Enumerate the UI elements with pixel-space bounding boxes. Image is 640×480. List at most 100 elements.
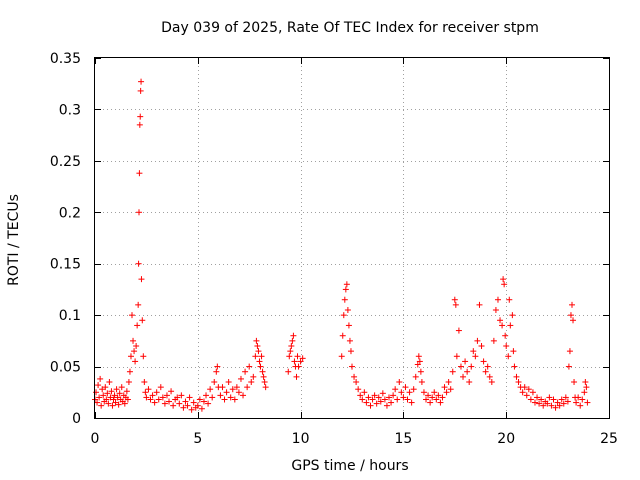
data-point (577, 402, 584, 409)
x-tick-label: 25 (600, 431, 618, 447)
x-tick-label: 20 (497, 431, 515, 447)
data-point (138, 276, 145, 283)
data-point (562, 394, 569, 401)
data-point (340, 312, 347, 319)
data-point (176, 400, 183, 407)
data-point (255, 348, 262, 355)
data-point (135, 301, 142, 308)
data-point (369, 396, 376, 403)
data-point (408, 399, 415, 406)
data-point (344, 307, 351, 313)
data-point (126, 368, 133, 375)
data-point (135, 260, 142, 267)
data-point (233, 384, 240, 391)
data-point (124, 396, 131, 403)
x-tick-label: 15 (394, 431, 412, 447)
data-point (103, 396, 110, 403)
data-point (571, 379, 578, 385)
data-point (121, 400, 128, 407)
data-point (98, 402, 105, 409)
data-point (546, 394, 553, 401)
data-point (568, 301, 575, 308)
data-point (501, 281, 508, 288)
data-point (410, 386, 417, 393)
y-tick-label: 0.2 (59, 205, 81, 221)
data-point (95, 382, 102, 389)
y-tick-label: 0.3 (59, 102, 81, 118)
data-point (525, 386, 532, 393)
data-point (584, 399, 591, 406)
data-point (513, 373, 520, 380)
data-point (540, 402, 547, 409)
data-point (109, 402, 116, 409)
data-point (260, 373, 267, 380)
x-tick-label: 5 (193, 431, 202, 447)
data-point (359, 396, 366, 403)
data-point (445, 379, 452, 385)
data-point (538, 396, 545, 403)
data-point (235, 389, 242, 396)
data-point (558, 396, 565, 403)
data-point (341, 296, 348, 303)
data-point (373, 400, 380, 407)
data-point (96, 394, 103, 401)
data-point (97, 375, 104, 382)
data-point (153, 389, 160, 396)
y-tick-label: 0.15 (50, 257, 81, 273)
data-point (462, 358, 469, 365)
data-point (554, 399, 561, 406)
data-point (250, 373, 257, 380)
data-point (343, 281, 350, 288)
data-point (406, 389, 413, 396)
data-point (139, 317, 146, 324)
data-point (379, 390, 386, 397)
data-point (113, 386, 120, 393)
data-point (365, 394, 372, 401)
data-point (194, 402, 201, 409)
y-tick-label: 0 (72, 411, 81, 427)
data-point (494, 296, 501, 303)
data-point (342, 286, 349, 293)
data-point (131, 348, 138, 355)
data-point (285, 368, 292, 375)
data-point (548, 402, 555, 409)
data-point (418, 379, 425, 385)
data-point (404, 396, 411, 403)
data-point (429, 394, 436, 401)
data-point (111, 392, 118, 399)
data-point (579, 396, 586, 403)
data-point (141, 379, 148, 385)
data-point (394, 396, 401, 403)
data-point (490, 337, 497, 344)
y-tick-label: 0.25 (50, 154, 81, 170)
data-point (497, 317, 504, 324)
data-point (132, 358, 139, 365)
data-point (386, 394, 393, 401)
data-point (240, 392, 247, 399)
data-point (338, 353, 345, 360)
data-point (295, 363, 302, 370)
data-point (452, 301, 459, 308)
data-point (521, 384, 528, 391)
data-point (505, 353, 512, 360)
chart-title: Day 039 of 2025, Rate Of TEC Index for r… (161, 20, 539, 36)
data-point (390, 392, 397, 399)
data-point (214, 363, 221, 370)
data-point (291, 358, 298, 365)
data-point (346, 337, 353, 344)
data-point (509, 312, 516, 319)
data-point (519, 389, 526, 396)
data-point (168, 388, 175, 395)
data-point (205, 400, 212, 407)
data-point (142, 389, 149, 396)
data-point (439, 394, 446, 401)
data-point (157, 384, 164, 391)
data-point (544, 400, 551, 407)
data-point (166, 398, 173, 405)
data-point (506, 296, 513, 303)
data-point (361, 389, 368, 396)
data-point (455, 327, 462, 334)
data-point (402, 384, 409, 391)
data-point (107, 394, 114, 401)
data-point (582, 379, 589, 385)
